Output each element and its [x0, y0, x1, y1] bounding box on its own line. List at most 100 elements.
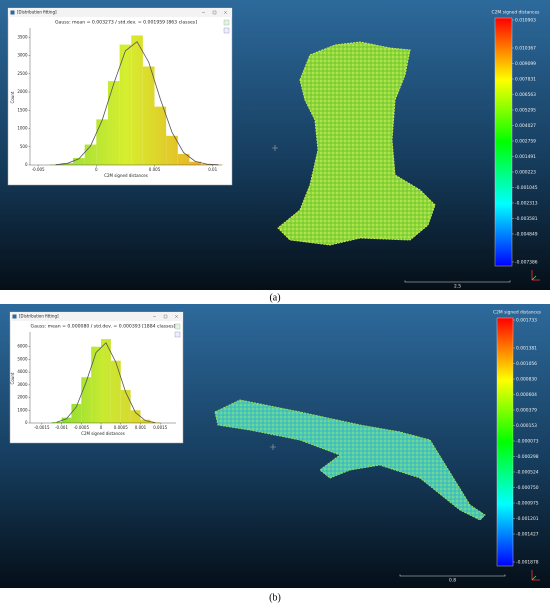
crosshair	[272, 145, 278, 151]
scale-bar	[404, 280, 511, 283]
color-scale-label: 0.000153	[516, 423, 537, 429]
x-tick-label: -0.0005	[74, 425, 90, 430]
x-tick-label: 0.001	[135, 425, 147, 430]
color-scale-label: 0.007831	[515, 77, 536, 83]
y-tick-label: 1000	[17, 407, 28, 412]
color-scale-label: 0.000604	[516, 392, 537, 398]
y-tick-label: 3000	[17, 382, 28, 387]
window-title: [Distribution fitting]	[19, 314, 59, 319]
color-scale-bar	[494, 17, 513, 267]
panel-caption: (b)	[269, 592, 281, 603]
histogram-bar	[91, 346, 102, 423]
window-controls	[202, 10, 228, 15]
color-scale-label: -0.002313	[515, 201, 538, 207]
x-tick-label: 0	[95, 167, 98, 172]
color-scale-label: -0.001427	[516, 532, 539, 538]
color-scale-label: -0.000298	[516, 454, 539, 460]
color-scale-label: 0.002759	[515, 139, 536, 145]
color-scale-label: 0.000223	[515, 170, 536, 176]
y-axis-label: Count	[10, 372, 15, 384]
histogram-bar	[201, 164, 213, 165]
color-scale-label: 0.000379	[516, 408, 537, 414]
histogram-bar	[96, 119, 108, 165]
histogram-title: Gauss: mean = 0.003273 / std.dev. = 0.00…	[55, 20, 197, 26]
scale-bar	[399, 574, 506, 577]
gauss-fit	[56, 342, 156, 424]
color-scale-label: -0.000524	[516, 470, 539, 476]
y-tick-label: 6000	[17, 344, 28, 349]
color-scale-label: -0.001878	[516, 560, 539, 566]
y-tick-label: 0	[25, 162, 28, 167]
color-scale-label: 0.005295	[515, 108, 536, 114]
color-scale-bar	[496, 317, 514, 567]
color-scale-label: 0.001491	[515, 154, 536, 160]
histogram-bar	[131, 35, 143, 165]
color-scale-label: 0.000830	[516, 377, 537, 383]
histogram-bar	[110, 360, 121, 423]
color-scale-label: -0.000073	[516, 439, 539, 445]
axis-triad	[531, 575, 537, 581]
axis-triad	[531, 275, 537, 281]
histogram-bar	[81, 377, 92, 423]
histogram-bar	[61, 417, 72, 423]
histogram-bar	[140, 419, 151, 423]
color-scale-label: -0.003581	[515, 216, 538, 222]
y-axis-label: Count	[10, 91, 15, 103]
gauss-fit	[55, 41, 219, 166]
app-icon	[12, 314, 17, 319]
settings-button[interactable]	[223, 27, 230, 34]
color-scale-label: -0.004849	[515, 232, 538, 238]
point-cloud	[277, 41, 436, 246]
histogram-bar	[73, 158, 85, 165]
histogram-bar	[150, 422, 161, 423]
window-titlebar	[8, 8, 232, 17]
histogram-bar	[61, 163, 74, 165]
color-scale-label: 0.001733	[516, 318, 537, 324]
color-scale-title: C2M signed distances	[493, 310, 542, 316]
histogram-bar	[51, 422, 62, 423]
settings-button[interactable]	[174, 331, 181, 338]
color-scale-label: 0.001381	[516, 346, 537, 352]
y-tick-label: 2000	[17, 89, 28, 94]
scale-bar-label: 2.5	[454, 284, 461, 290]
color-scale-label: 0.009099	[515, 61, 536, 67]
axis-triad	[531, 270, 540, 281]
axis-triad	[531, 570, 540, 581]
y-tick-label: 500	[20, 144, 28, 149]
window-controls	[153, 314, 179, 319]
y-tick-label: 3500	[17, 34, 28, 39]
histogram-bar	[119, 44, 132, 166]
color-scale-label: -0.001201	[516, 516, 539, 522]
panel-caption: (a)	[269, 292, 280, 303]
color-scale-label: -0.000975	[516, 501, 539, 507]
histogram-bar	[142, 66, 155, 165]
y-tick-label: 2000	[17, 395, 28, 400]
x-tick-label: -0.0015	[34, 425, 50, 430]
color-scale-label: 0.010367	[515, 46, 536, 52]
color-scale-label: -0.007386	[515, 260, 538, 266]
x-axis-label: C2M signed distances	[104, 173, 148, 178]
histogram-bar	[84, 144, 97, 165]
color-scale-label: 0.004027	[515, 123, 536, 129]
y-tick-label: 4000	[17, 369, 28, 374]
histogram-bar	[130, 410, 141, 423]
y-tick-label: 0	[25, 420, 28, 425]
x-tick-label: -0.001	[55, 425, 68, 430]
app-icon	[10, 10, 15, 15]
export-button[interactable]	[174, 323, 181, 330]
x-axis-label: C2M signed distances	[81, 431, 125, 436]
color-scale-label: -0.001045	[515, 185, 538, 191]
window-titlebar	[10, 312, 183, 321]
histogram-bar	[120, 389, 131, 423]
export-button[interactable]	[223, 19, 230, 26]
histogram-bar	[189, 161, 202, 165]
x-tick-label: 0.0015	[153, 425, 167, 430]
histogram-bar	[101, 339, 111, 423]
x-tick-label: -0.005	[32, 167, 45, 172]
histogram-bar	[177, 154, 190, 165]
histogram-bar	[166, 135, 178, 165]
histogram-title: Gauss: mean = 0.000080 / std.dev. = 0.00…	[31, 324, 176, 330]
y-tick-label: 5000	[17, 356, 28, 361]
